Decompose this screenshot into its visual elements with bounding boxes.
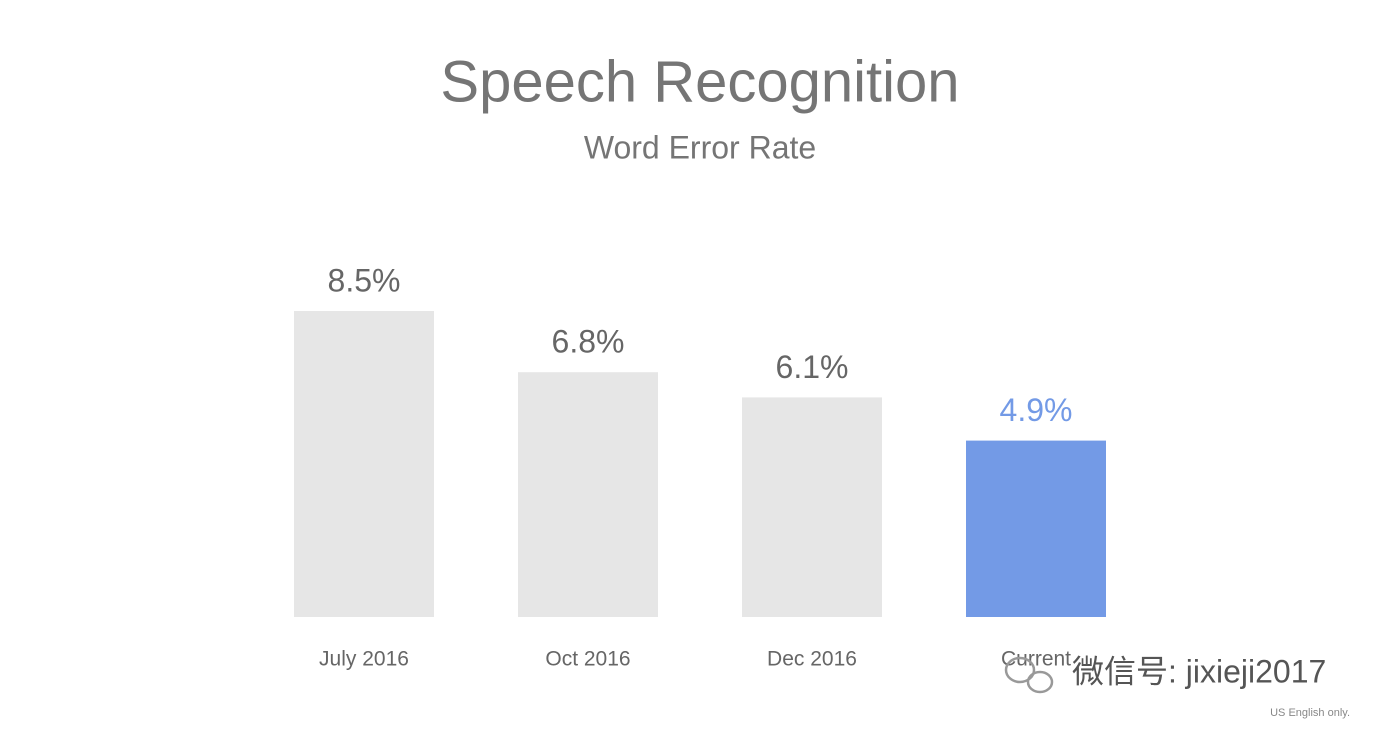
x-tick-label: Current — [1001, 648, 1071, 671]
value-label: 8.5% — [328, 262, 401, 298]
watermark-icon — [1004, 656, 1054, 694]
x-tick-label: July 2016 — [319, 648, 409, 671]
x-tick-label: Dec 2016 — [767, 648, 857, 671]
chart-title: Speech Recognition — [440, 49, 959, 114]
bar — [518, 372, 658, 617]
bar — [294, 311, 434, 617]
value-label: 4.9% — [1000, 392, 1073, 428]
value-label: 6.1% — [776, 349, 849, 385]
footnote: US English only. — [1270, 707, 1350, 719]
bar — [742, 397, 882, 617]
bar — [966, 440, 1106, 617]
chart-subtitle: Word Error Rate — [584, 129, 816, 165]
x-tick-label: Oct 2016 — [545, 648, 630, 671]
value-label: 6.8% — [552, 324, 625, 360]
watermark: 微信号: jixieji2017 — [1072, 653, 1326, 689]
